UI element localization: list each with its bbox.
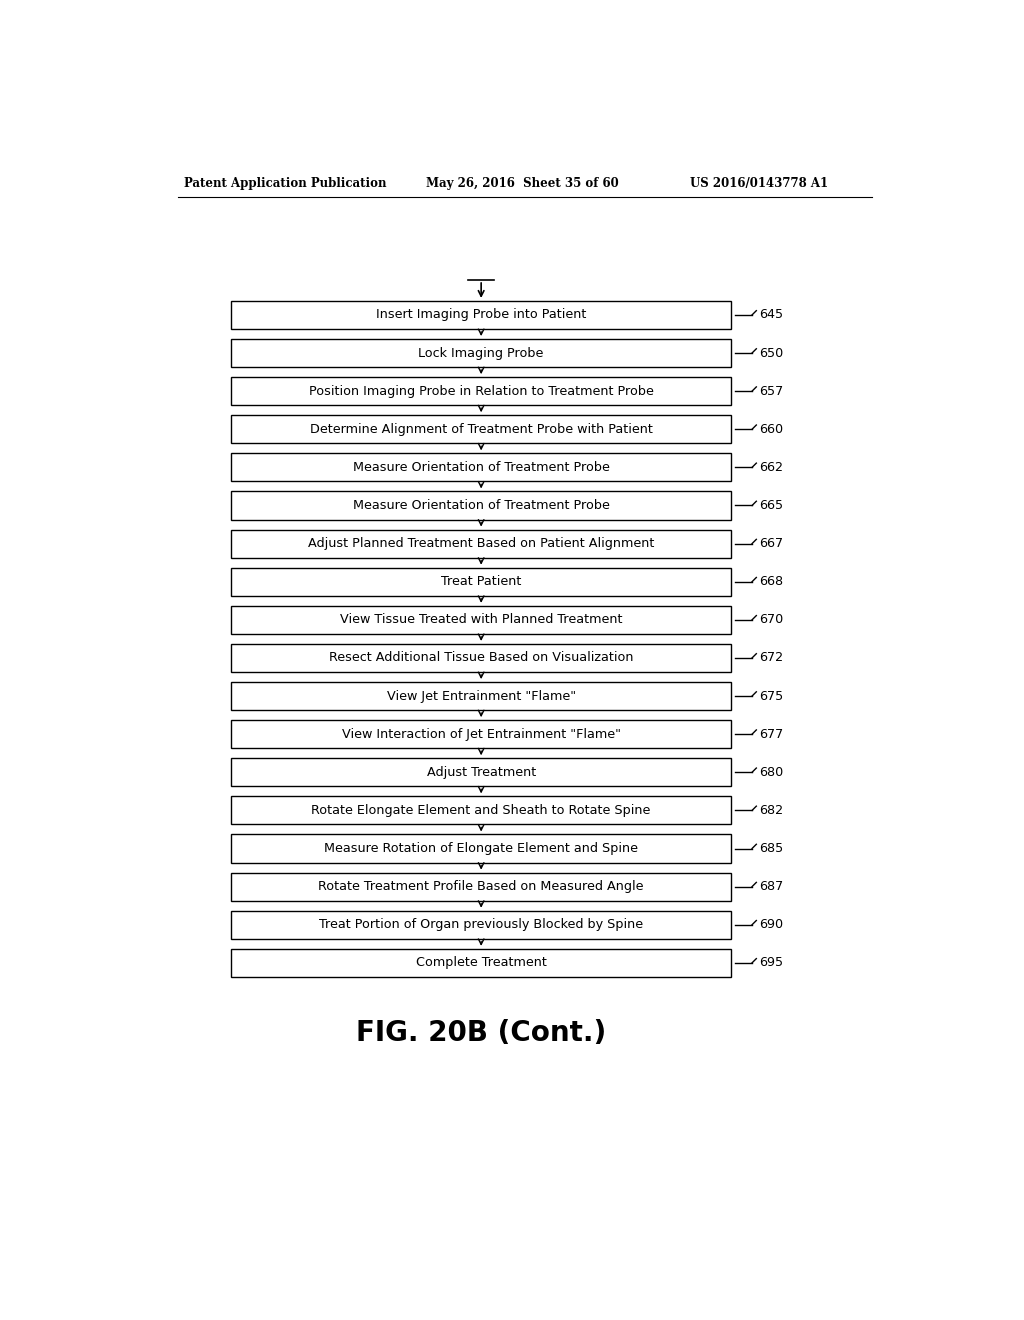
FancyBboxPatch shape (231, 606, 731, 634)
FancyBboxPatch shape (231, 911, 731, 939)
FancyBboxPatch shape (231, 796, 731, 825)
Text: 672: 672 (760, 652, 783, 664)
Text: US 2016/0143778 A1: US 2016/0143778 A1 (690, 177, 828, 190)
FancyBboxPatch shape (231, 416, 731, 444)
FancyBboxPatch shape (231, 758, 731, 787)
Text: 675: 675 (760, 689, 783, 702)
Text: View Interaction of Jet Entrainment "Flame": View Interaction of Jet Entrainment "Fla… (342, 727, 621, 741)
Text: Insert Imaging Probe into Patient: Insert Imaging Probe into Patient (376, 309, 587, 321)
Text: Resect Additional Tissue Based on Visualization: Resect Additional Tissue Based on Visual… (329, 652, 634, 664)
Text: 690: 690 (760, 919, 783, 931)
Text: Treat Portion of Organ previously Blocked by Spine: Treat Portion of Organ previously Blocke… (319, 919, 643, 931)
Text: Adjust Treatment: Adjust Treatment (427, 766, 536, 779)
Text: Adjust Planned Treatment Based on Patient Alignment: Adjust Planned Treatment Based on Patien… (308, 537, 654, 550)
Text: 668: 668 (760, 576, 783, 589)
Text: Patent Application Publication: Patent Application Publication (183, 177, 386, 190)
Text: 657: 657 (760, 384, 783, 397)
FancyBboxPatch shape (231, 568, 731, 595)
FancyBboxPatch shape (231, 529, 731, 557)
Text: 665: 665 (760, 499, 783, 512)
FancyBboxPatch shape (231, 682, 731, 710)
Text: 680: 680 (760, 766, 783, 779)
FancyBboxPatch shape (231, 378, 731, 405)
Text: Lock Imaging Probe: Lock Imaging Probe (419, 347, 544, 359)
Text: 670: 670 (760, 614, 783, 626)
Text: 650: 650 (760, 347, 783, 359)
Text: 685: 685 (760, 842, 783, 855)
FancyBboxPatch shape (231, 453, 731, 482)
Text: Measure Rotation of Elongate Element and Spine: Measure Rotation of Elongate Element and… (325, 842, 638, 855)
Text: 677: 677 (760, 727, 783, 741)
Text: View Tissue Treated with Planned Treatment: View Tissue Treated with Planned Treatme… (340, 614, 623, 626)
Text: 667: 667 (760, 537, 783, 550)
Text: Position Imaging Probe in Relation to Treatment Probe: Position Imaging Probe in Relation to Tr… (308, 384, 653, 397)
Text: 682: 682 (760, 804, 783, 817)
Text: 687: 687 (760, 880, 783, 894)
FancyBboxPatch shape (231, 491, 731, 520)
Text: View Jet Entrainment "Flame": View Jet Entrainment "Flame" (387, 689, 575, 702)
FancyBboxPatch shape (231, 301, 731, 329)
FancyBboxPatch shape (231, 644, 731, 672)
Text: Measure Orientation of Treatment Probe: Measure Orientation of Treatment Probe (352, 461, 609, 474)
Text: Determine Alignment of Treatment Probe with Patient: Determine Alignment of Treatment Probe w… (309, 422, 652, 436)
Text: 695: 695 (760, 957, 783, 969)
Text: 660: 660 (760, 422, 783, 436)
FancyBboxPatch shape (231, 339, 731, 367)
Text: Treat Patient: Treat Patient (441, 576, 521, 589)
FancyBboxPatch shape (231, 834, 731, 862)
FancyBboxPatch shape (231, 873, 731, 900)
Text: FIG. 20B (Cont.): FIG. 20B (Cont.) (356, 1019, 606, 1047)
Text: Rotate Elongate Element and Sheath to Rotate Spine: Rotate Elongate Element and Sheath to Ro… (311, 804, 651, 817)
Text: Measure Orientation of Treatment Probe: Measure Orientation of Treatment Probe (352, 499, 609, 512)
Text: May 26, 2016  Sheet 35 of 60: May 26, 2016 Sheet 35 of 60 (426, 177, 620, 190)
FancyBboxPatch shape (231, 721, 731, 748)
FancyBboxPatch shape (231, 949, 731, 977)
Text: 645: 645 (760, 309, 783, 321)
Text: Complete Treatment: Complete Treatment (416, 957, 547, 969)
Text: 662: 662 (760, 461, 783, 474)
Text: Rotate Treatment Profile Based on Measured Angle: Rotate Treatment Profile Based on Measur… (318, 880, 644, 894)
